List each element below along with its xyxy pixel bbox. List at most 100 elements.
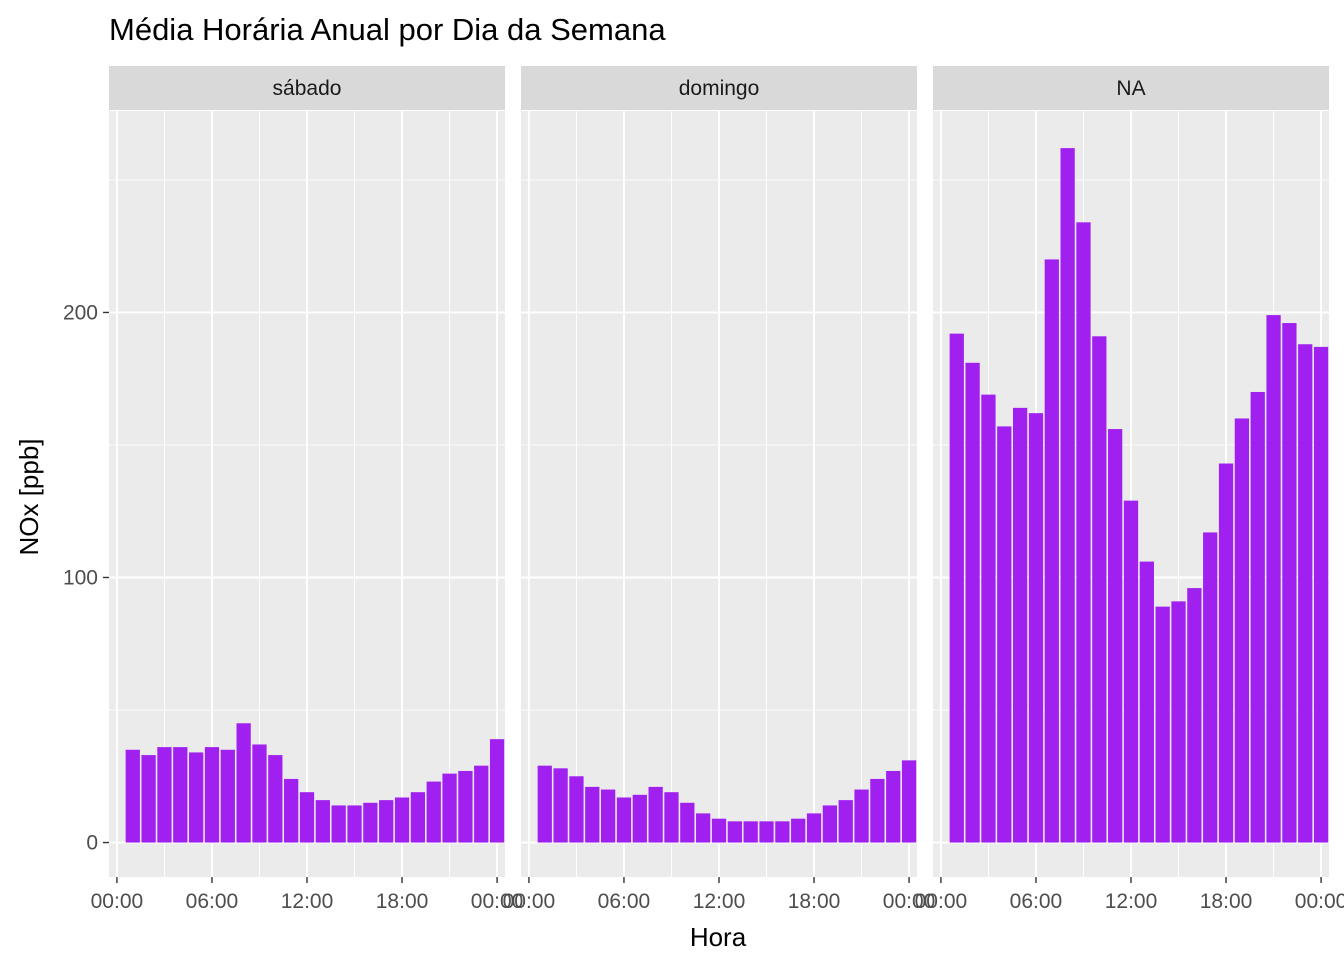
bar	[1092, 336, 1107, 843]
bar	[759, 821, 774, 843]
panel-s-bado: sábado 00:00 06:00 12:00 18:00 00:00	[91, 66, 524, 913]
x-tick-label: 12:00	[693, 890, 746, 913]
bar	[1298, 344, 1313, 843]
bar	[1155, 606, 1170, 843]
x-tick-label: 18:00	[1200, 890, 1253, 913]
x-tick-label: 18:00	[376, 890, 429, 913]
bar	[410, 792, 426, 843]
x-tick-label: 00:00	[915, 890, 968, 913]
x-tick-label: 06:00	[186, 890, 239, 913]
bar	[1313, 346, 1329, 843]
bar	[347, 805, 362, 843]
x-tick-label: 00:00	[1295, 890, 1344, 913]
bar	[585, 786, 600, 843]
bar	[252, 744, 267, 843]
bar	[806, 813, 822, 843]
bar	[315, 800, 330, 843]
bar	[284, 778, 299, 843]
bar	[1218, 463, 1234, 843]
facet-panels: sábado 00:00 06:00 12:00 18:00 00:00 domingo 00…	[91, 66, 1344, 913]
y-axis: 0 100 200	[63, 301, 109, 855]
bar	[394, 797, 410, 843]
bar	[157, 747, 172, 843]
bar	[569, 776, 584, 843]
bar	[1171, 601, 1186, 843]
bar	[949, 333, 964, 843]
bar	[442, 773, 457, 843]
bar	[632, 794, 647, 843]
bar	[141, 755, 156, 843]
bar	[1076, 222, 1091, 843]
bar	[870, 778, 885, 843]
bar	[173, 747, 188, 843]
x-tick-label: 18:00	[788, 890, 841, 913]
bar	[1060, 148, 1075, 843]
bar	[268, 755, 283, 843]
bar	[363, 802, 378, 843]
bar	[1123, 500, 1139, 843]
bar	[379, 800, 394, 843]
bar	[664, 792, 679, 843]
bar	[1044, 259, 1059, 843]
bar	[331, 805, 346, 843]
bar	[854, 789, 869, 843]
bar	[696, 813, 711, 843]
bar	[125, 749, 140, 843]
bar	[1028, 413, 1044, 843]
bar	[236, 723, 251, 843]
x-tick-label: 06:00	[598, 890, 651, 913]
bar	[204, 747, 220, 843]
bar	[537, 765, 552, 843]
facet-strip	[933, 66, 1329, 110]
bar	[1012, 407, 1028, 843]
bar	[886, 770, 901, 843]
bar	[1108, 429, 1123, 843]
bar	[648, 786, 663, 843]
x-tick-label: 00:00	[91, 890, 144, 913]
facet-strip-label: NA	[1116, 77, 1145, 100]
facet-strip-label: sábado	[273, 77, 342, 100]
x-tick-label: 06:00	[1010, 890, 1063, 913]
x-tick-label: 00:00	[471, 890, 524, 913]
bar	[791, 818, 806, 843]
bar	[901, 760, 917, 843]
facet-strip-label: domingo	[679, 77, 760, 100]
y-tick-label: 200	[63, 301, 98, 324]
bar	[981, 394, 996, 843]
chart-title: Média Horária Anual por Dia da Semana	[109, 12, 666, 47]
bar	[1266, 315, 1281, 843]
facet-strip	[109, 66, 505, 110]
bar	[458, 770, 473, 843]
bar	[553, 768, 568, 843]
bar	[489, 739, 505, 843]
bar	[1139, 561, 1154, 843]
bar	[474, 765, 489, 843]
x-tick-label: 12:00	[281, 890, 334, 913]
bar	[711, 818, 727, 843]
panel-na: NA 00:00 06:00 12:00 18:00 00:00	[915, 66, 1344, 913]
bar	[743, 821, 758, 843]
bar	[965, 362, 980, 843]
bar	[1234, 418, 1250, 843]
bar	[1282, 323, 1297, 843]
bar	[426, 781, 441, 843]
bar	[299, 792, 315, 843]
bar	[775, 821, 790, 843]
bar	[1203, 532, 1218, 843]
bar	[1250, 391, 1265, 843]
x-axis-title: Hora	[690, 922, 747, 952]
bar	[997, 426, 1012, 843]
y-axis-title: NOx [ppb]	[14, 438, 44, 555]
y-tick-label: 0	[86, 832, 98, 855]
bar	[600, 789, 616, 843]
bar	[1187, 588, 1202, 843]
x-tick-label: 12:00	[1105, 890, 1158, 913]
facet-strip	[521, 66, 917, 110]
x-tick-label: 00:00	[503, 890, 556, 913]
bar	[727, 821, 742, 843]
bar	[838, 800, 853, 843]
bar	[188, 752, 204, 843]
bar	[220, 749, 235, 843]
bar	[680, 802, 695, 843]
